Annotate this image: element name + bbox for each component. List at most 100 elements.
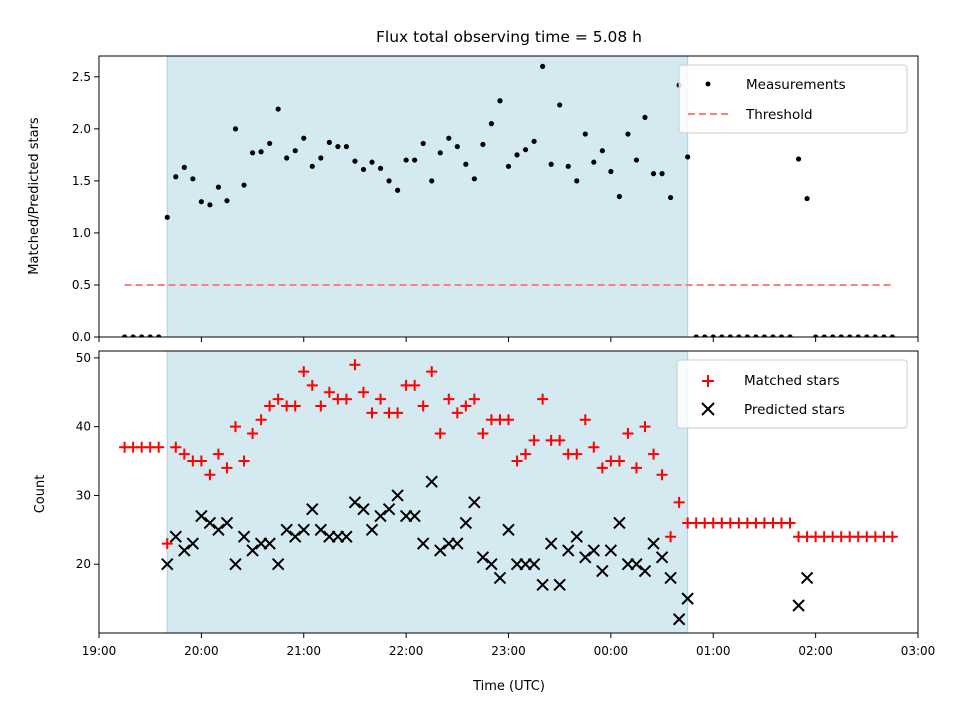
measurement-point <box>284 155 290 161</box>
measurement-point <box>147 334 153 337</box>
measurement-point <box>642 114 648 121</box>
matched-star-point <box>613 455 625 467</box>
measurement-point <box>693 334 699 337</box>
predicted-star-point <box>297 523 310 537</box>
matched-star-point <box>153 441 165 453</box>
predicted-star-point <box>553 578 566 592</box>
predicted-star-point <box>434 544 447 557</box>
predicted-star-point <box>647 537 660 550</box>
matched-star-point <box>315 400 327 412</box>
matched-star-point <box>554 434 566 446</box>
matched-star-point <box>204 469 216 481</box>
measurement-point <box>139 334 145 337</box>
measurement-point <box>557 102 563 108</box>
threshold-legend-label: Threshold <box>745 107 813 123</box>
matched-star-point <box>230 421 241 433</box>
measurement-point <box>301 135 307 141</box>
measurement-point <box>207 202 213 208</box>
matched-star-point <box>357 386 369 398</box>
predicted-star-point <box>451 537 464 550</box>
x-tick-label: 23:00 <box>491 644 526 658</box>
measurement-point <box>241 182 247 188</box>
matched-star-point <box>622 428 634 440</box>
x-tick-label: 02:00 <box>798 644 833 658</box>
measurement-point <box>369 159 375 165</box>
matched-star-point <box>255 414 267 426</box>
bottom-panel: 20 30 40 50 19:00 20:00 21:00 22:00 23:00 00:00 01… <box>76 350 935 658</box>
matched-star-point <box>639 421 651 433</box>
predicted-star-point <box>237 530 251 543</box>
measurement-point <box>540 63 546 70</box>
measurement-point <box>156 334 162 337</box>
measurement-point <box>343 143 350 150</box>
y-tick-label: 0.0 <box>72 330 91 344</box>
x-tick-label: 01:00 <box>696 644 731 658</box>
measurement-point <box>190 176 196 182</box>
predicted-star-point <box>246 544 259 557</box>
predicted-star-point <box>587 544 601 557</box>
matched-star-point <box>571 448 583 460</box>
matched-star-point <box>451 407 463 419</box>
chart-title: Flux total observing time = 5.08 h <box>376 28 642 46</box>
predicted-star-point <box>655 551 669 564</box>
measurement-point <box>821 334 827 337</box>
predicted-star-point <box>263 537 276 550</box>
matched-star-point <box>178 448 190 460</box>
matched-star-point <box>264 400 276 412</box>
measurement-point <box>326 139 332 145</box>
matched-star-point <box>460 400 472 412</box>
measurement-point <box>318 155 324 161</box>
measurement-point <box>872 334 878 337</box>
measurement-point <box>548 161 554 167</box>
measurement-point <box>173 174 179 180</box>
matched-star-point <box>537 393 549 405</box>
measurement-point <box>795 156 802 162</box>
x-tick-label: 00:00 <box>594 644 629 658</box>
matched-star-point <box>648 448 660 460</box>
predicted-star-point <box>672 613 686 626</box>
measurement-point <box>505 163 512 169</box>
predicted-star-point <box>792 599 805 612</box>
measurement-point <box>403 157 409 163</box>
matched-star-point <box>477 428 489 440</box>
measurement-point <box>685 154 691 160</box>
measurement-point <box>198 199 204 205</box>
measurement-point <box>394 187 401 193</box>
predicted-legend-marker <box>701 402 715 416</box>
matched-star-point <box>886 531 898 543</box>
x-axis-label: Time (UTC) <box>472 679 545 694</box>
matched-star-point <box>503 414 514 426</box>
predicted-star-point <box>425 475 438 488</box>
predicted-star-point <box>169 530 182 543</box>
predicted-star-point <box>195 509 208 523</box>
predicted-star-point <box>229 558 242 571</box>
matched-star-point <box>366 407 378 419</box>
matched-star-point <box>528 434 540 446</box>
measurement-point <box>386 178 392 184</box>
measurement-point <box>164 214 170 220</box>
y-tick-label: 20 <box>76 557 91 571</box>
measurement-point <box>736 334 742 337</box>
matched-star-point <box>323 386 335 398</box>
matched-star-point <box>443 393 455 405</box>
predicted-star-point <box>544 537 558 550</box>
matched-star-point <box>247 428 259 440</box>
measurement-point <box>599 148 605 154</box>
predicted-star-point <box>348 496 362 509</box>
matched-star-point <box>588 441 600 453</box>
matched-star-point <box>520 448 532 460</box>
measurement-point <box>130 334 136 337</box>
predicted-star-point <box>340 530 353 543</box>
top-legend: Measurements Threshold <box>678 64 908 134</box>
matched-star-point <box>426 366 438 378</box>
measurement-point <box>275 106 281 112</box>
predicted-star-point <box>485 558 498 571</box>
matched-star-point <box>434 428 446 440</box>
measurement-point <box>889 334 896 337</box>
predicted-star-point <box>280 523 293 537</box>
observing-span-bottom <box>167 351 688 633</box>
measurement-point <box>437 150 443 156</box>
predicted-star-point <box>271 558 285 571</box>
predicted-star-point <box>638 564 652 578</box>
bottom-legend: Matched stars Predicted stars <box>676 359 908 429</box>
